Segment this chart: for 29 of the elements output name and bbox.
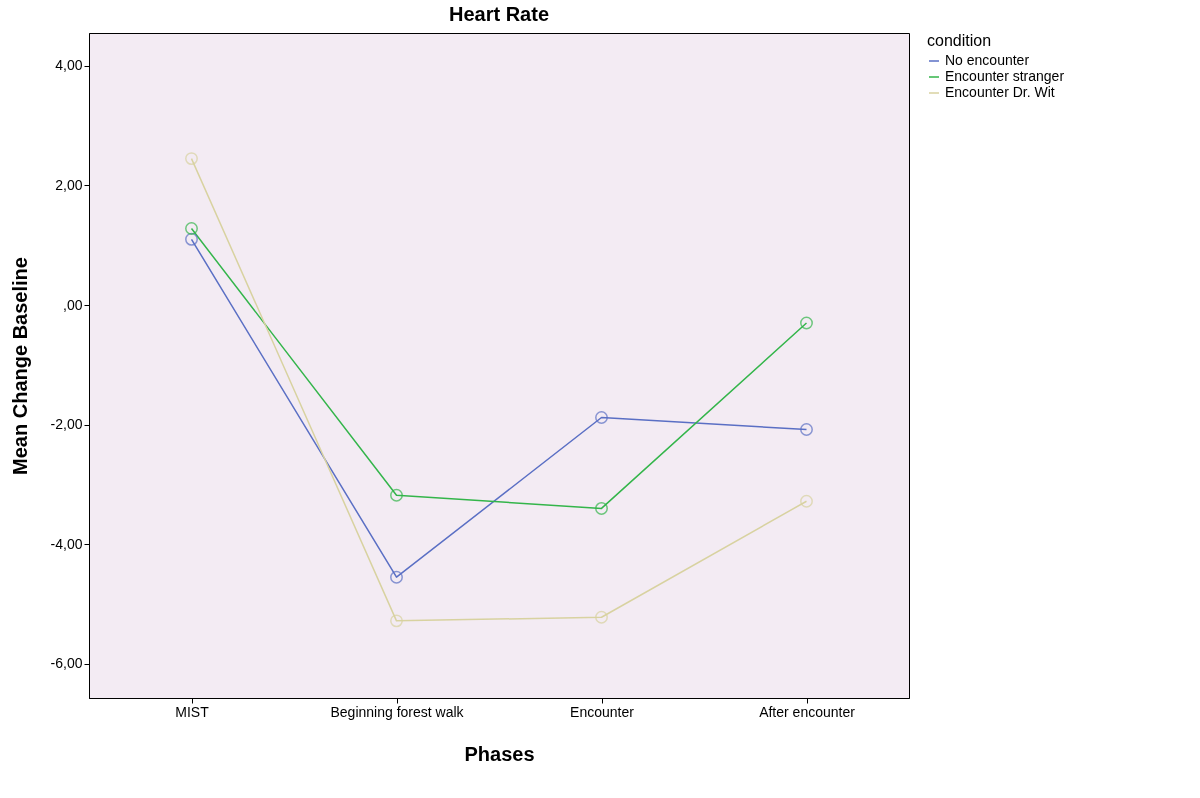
point	[595, 501, 608, 515]
y-tick-label: -4,00	[50, 535, 83, 552]
legend-label: No encounter	[945, 52, 1030, 68]
chart-title: Heart Rate	[448, 3, 550, 25]
point	[185, 232, 198, 246]
x-tick-label: MIST	[175, 703, 210, 720]
point	[390, 488, 403, 502]
x-tick-label: Beginning forest walk	[330, 703, 465, 720]
point	[185, 222, 198, 235]
legend-label: Encounter stranger	[945, 68, 1065, 84]
x-axis-title: Phases	[464, 742, 535, 765]
point	[390, 570, 403, 584]
y-tick-label: -2,00	[50, 416, 83, 433]
y-axis-title: Mean Change Baseline	[8, 257, 31, 475]
point	[595, 610, 608, 624]
x-tick-label: Encounter	[570, 703, 635, 720]
y-tick-label: ,00	[63, 296, 83, 313]
y-tick-label: -6,00	[50, 655, 83, 672]
x-tick-label: After encounter	[759, 703, 856, 720]
legend-title: condition	[927, 32, 992, 49]
point	[800, 423, 813, 436]
point	[185, 152, 198, 166]
point	[800, 316, 813, 330]
point	[800, 494, 813, 508]
point	[390, 614, 403, 628]
legend-label: Encounter Dr. Wit	[945, 84, 1055, 100]
y-tick-label: 2,00	[55, 177, 83, 193]
y-tick-label: 4,00	[55, 57, 83, 74]
point	[595, 411, 608, 424]
